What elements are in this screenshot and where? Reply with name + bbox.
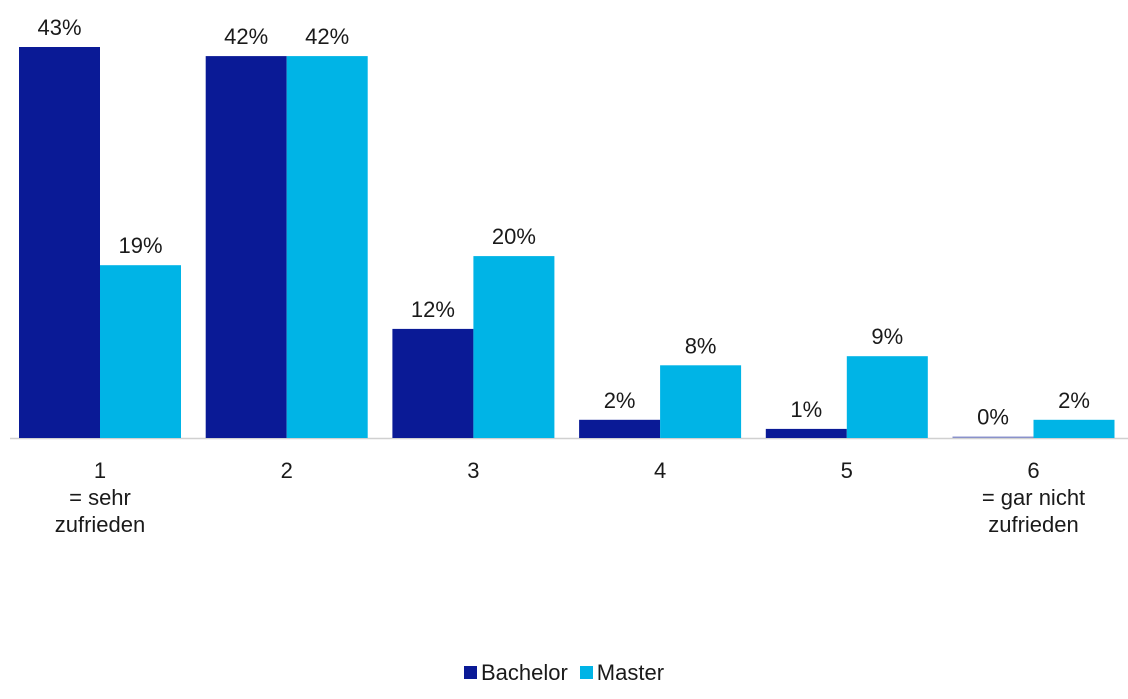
data-label-bachelor-1: 43% [37,15,81,40]
category-label-5: 5 [757,457,937,484]
bar-master-1 [100,265,181,438]
data-label-master-4: 8% [685,333,717,358]
category-label-2: 2 [197,457,377,484]
data-label-master-2: 42% [305,24,349,49]
category-label-line: 5 [840,458,853,483]
category-label-4: 4 [570,457,750,484]
category-label-line: = sehr [69,485,131,510]
bar-master-3 [473,256,555,438]
data-label-bachelor-4: 2% [604,388,636,413]
bar-master-5 [846,356,928,438]
legend-swatch [463,666,477,679]
bar-bachelor-2 [205,56,287,438]
data-label-bachelor-2: 42% [224,24,268,49]
bar-bachelor-5 [765,428,847,438]
bar-bachelor-6 [952,436,1034,438]
legend-swatch [579,666,593,679]
legend-label: Bachelor [480,659,568,685]
bar-master-2 [286,56,368,438]
data-label-master-1: 19% [118,233,162,258]
bar-bachelor-3 [392,328,474,438]
category-label-3: 3 [383,457,563,484]
legend: Bachelor Master [0,659,1128,686]
data-label-bachelor-6: 0% [977,405,1009,430]
category-label-line: zufrieden [988,512,1079,537]
category-label-line: zufrieden [54,512,146,537]
legend-item-bachelor: Bachelor [463,659,568,686]
data-label-master-3: 20% [492,224,536,249]
data-label-bachelor-5: 1% [790,397,822,422]
category-label-line: 4 [653,458,667,483]
category-label-line: 3 [467,458,480,483]
category-label-line: 1 [93,458,107,483]
bar-master-6 [1033,419,1115,438]
bar-master-4 [660,365,742,438]
category-label-line: = gar nicht [981,485,1086,510]
data-label-master-5: 9% [871,324,903,349]
legend-label: Master [596,659,665,685]
category-label-1: 1 = sehr zufrieden [10,457,190,538]
category-label-6: 6 = gar nicht zufrieden [944,457,1124,538]
bar-bachelor-4 [579,419,661,438]
category-label-line: 6 [1027,458,1040,483]
data-label-master-6: 2% [1058,388,1090,413]
legend-item-master: Master [579,659,665,686]
data-label-bachelor-3: 12% [411,297,455,322]
category-label-line: 2 [280,458,293,483]
bar-bachelor-1 [19,47,100,438]
